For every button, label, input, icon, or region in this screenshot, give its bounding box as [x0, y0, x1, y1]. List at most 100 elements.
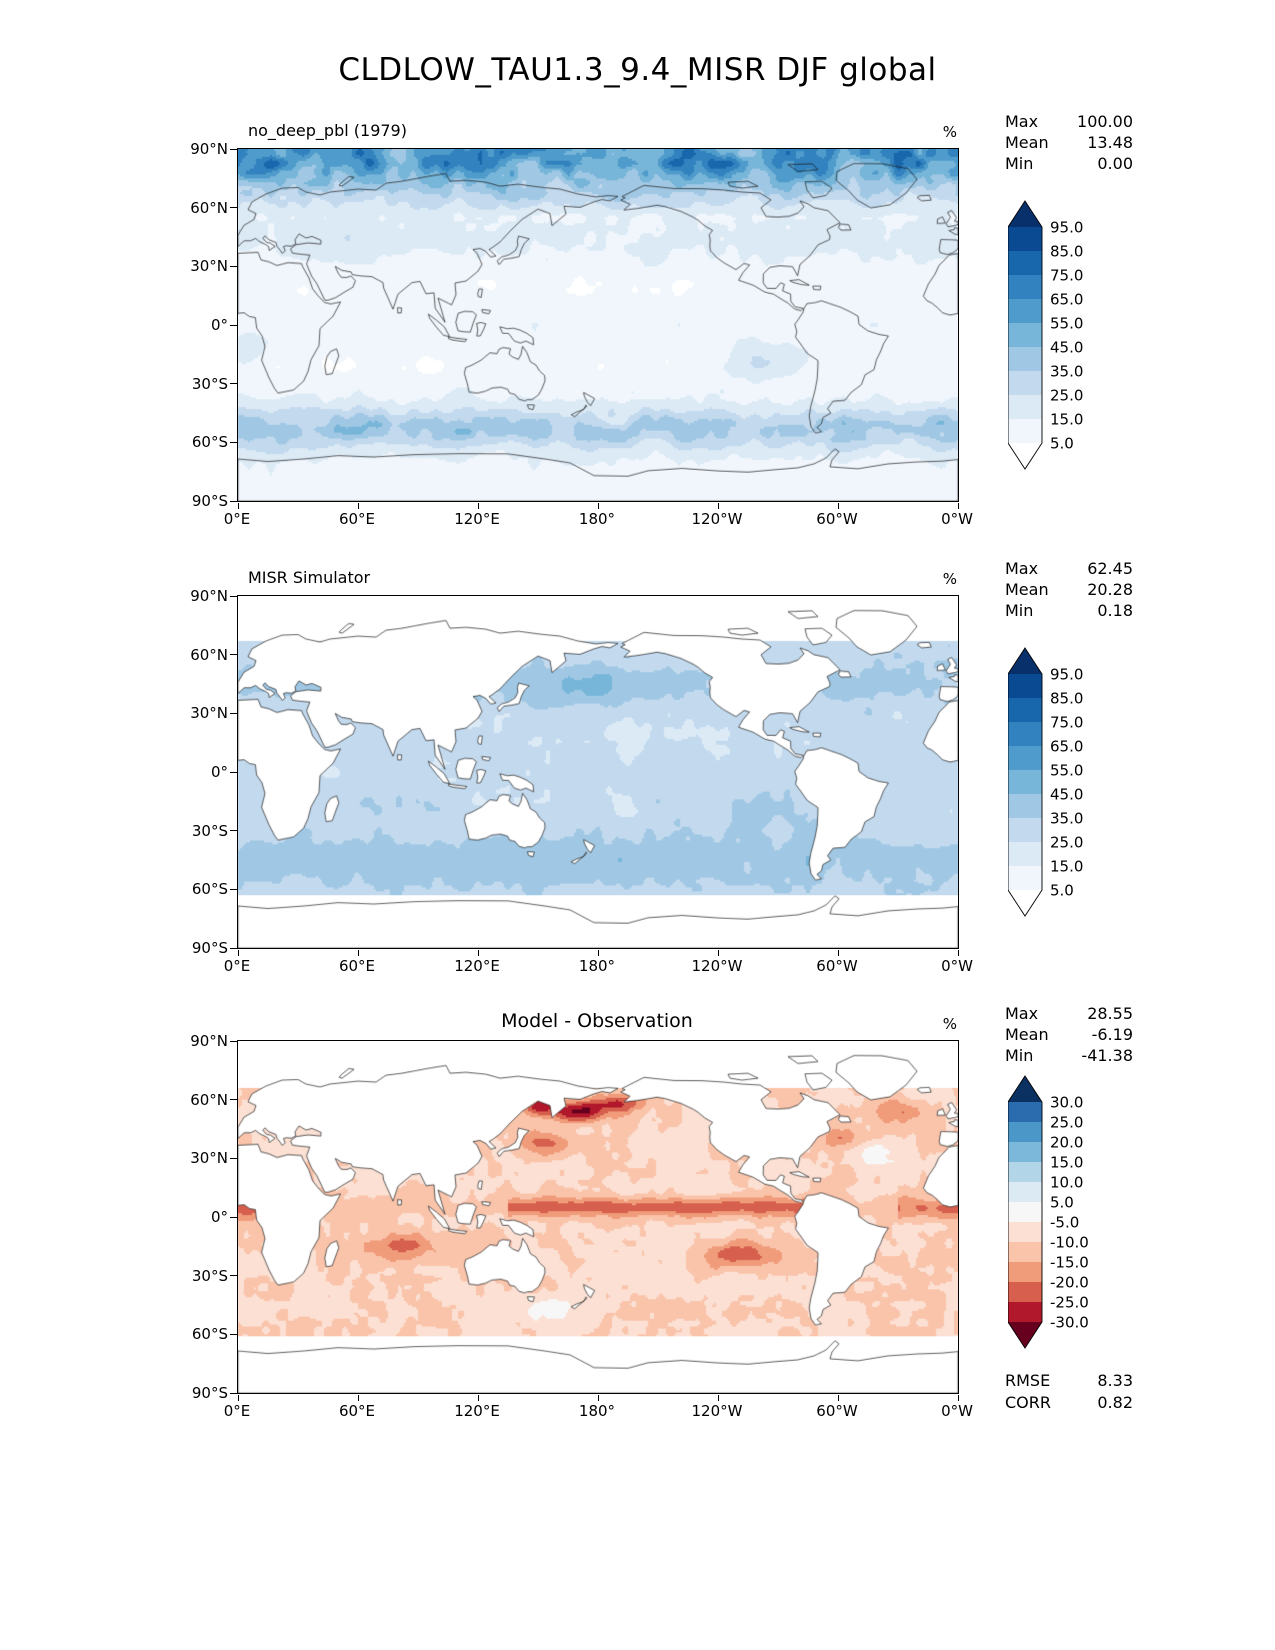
colorbar-tick-label: 15.0	[1050, 858, 1083, 876]
colorbar-tick-label: 75.0	[1050, 267, 1083, 285]
stat-label: Mean	[1005, 580, 1049, 599]
colorbar-tick-label: -5.0	[1050, 1214, 1079, 1232]
stat-value: 20.28	[1087, 580, 1133, 599]
y-tick-mark	[230, 888, 237, 891]
x-tick-mark	[237, 949, 239, 956]
x-tick-mark	[957, 1394, 959, 1401]
colorbar-tick-label: 25.0	[1050, 1114, 1083, 1132]
panel-title-model: no_deep_pbl (1979)	[248, 121, 407, 140]
x-tick-label: 60°E	[338, 1402, 376, 1420]
x-tick-mark	[477, 949, 479, 956]
colorbar-tick-label: -10.0	[1050, 1234, 1089, 1252]
colorbar-tick-label: -30.0	[1050, 1314, 1089, 1332]
stat-row: Max 100.00	[1005, 111, 1133, 132]
y-tick-mark	[230, 207, 237, 209]
stat-row: Mean 20.28	[1005, 579, 1133, 600]
map-model	[237, 148, 959, 502]
stat-value: -6.19	[1091, 1025, 1133, 1044]
x-tick-label: 180°	[578, 957, 616, 975]
stat-value: 100.00	[1077, 112, 1133, 131]
x-tick-mark	[237, 1394, 239, 1401]
x-tick-mark	[717, 502, 719, 509]
x-tick-label: 0°W	[941, 1402, 973, 1420]
y-tick-label: 30°S	[191, 374, 228, 393]
map-observation	[237, 595, 959, 949]
unit-label-difference: %	[942, 1015, 957, 1033]
colorbar-tick-label: 65.0	[1050, 738, 1083, 756]
y-tick-label: 90°S	[191, 492, 228, 510]
stat-label: Max	[1005, 112, 1039, 131]
y-tick-label: 60°N	[190, 1090, 228, 1109]
y-tick-label: 90°S	[191, 1384, 228, 1402]
x-tick-label: 120°E	[454, 957, 500, 975]
stat-row: Min 0.00	[1005, 153, 1133, 174]
y-tick-label: 90°N	[190, 140, 228, 158]
panel-title-difference: Model - Observation	[501, 1010, 693, 1032]
colorbar-tick-label: -15.0	[1050, 1254, 1089, 1272]
colorbar-tick-label: 5.0	[1050, 435, 1074, 453]
colorbar-tick-label: 45.0	[1050, 339, 1083, 357]
y-tick-mark	[230, 654, 237, 656]
stat-row: Max 28.55	[1005, 1003, 1133, 1024]
map-canvas-difference	[238, 1041, 958, 1393]
x-tick-mark	[957, 502, 959, 509]
stat-row: Mean 13.48	[1005, 132, 1133, 153]
x-tick-label: 120°E	[454, 510, 500, 528]
y-tick-mark	[230, 324, 237, 326]
x-tick-mark	[597, 1394, 599, 1401]
stat-label: Min	[1005, 154, 1034, 173]
x-tick-label: 120°W	[691, 510, 743, 528]
y-tick-label: 30°N	[190, 1149, 228, 1168]
x-tick-mark	[837, 949, 839, 956]
x-tick-label: 0°W	[941, 510, 973, 528]
x-tick-mark	[597, 949, 599, 956]
stat-label: RMSE	[1005, 1371, 1051, 1390]
x-tick-label: 180°	[578, 1402, 616, 1420]
colorbar-tick-label: 35.0	[1050, 810, 1083, 828]
y-tick-label: 60°S	[191, 1325, 228, 1344]
colorbar-tick-label: 45.0	[1050, 786, 1083, 804]
x-tick-mark	[717, 949, 719, 956]
colorbar-tick-label: 35.0	[1050, 363, 1083, 381]
stat-label: CORR	[1005, 1393, 1051, 1412]
stat-value: 13.48	[1087, 133, 1133, 152]
stat-label: Min	[1005, 1046, 1034, 1065]
colorbar-model: 95.0 85.0 75.0 65.0 55.0 45.0 35.0 25.0 15.0 5.0	[1008, 200, 1083, 470]
x-tick-label: 60°W	[816, 1402, 858, 1420]
x-tick-mark	[477, 502, 479, 509]
y-tick-label: 0°	[210, 1208, 228, 1226]
unit-label-observation: %	[942, 570, 957, 588]
stat-value: 0.00	[1097, 154, 1133, 173]
y-tick-mark	[230, 1040, 237, 1042]
y-tick-mark	[230, 1333, 237, 1336]
y-tick-mark	[230, 500, 237, 502]
x-tick-label: 0°E	[223, 510, 251, 528]
x-tick-mark	[357, 502, 359, 509]
y-tick-label: 0°	[210, 316, 228, 334]
panel-title-observation: MISR Simulator	[248, 568, 371, 587]
y-tick-label: 90°N	[190, 587, 228, 605]
stat-value: 28.55	[1087, 1004, 1133, 1023]
colorbar-tick-label: 95.0	[1050, 219, 1083, 237]
y-tick-label: 60°N	[190, 198, 228, 217]
colorbar-tick-label: 15.0	[1050, 1154, 1083, 1172]
x-tick-mark	[237, 502, 239, 509]
colorbar-tick-label: 85.0	[1050, 243, 1083, 261]
stat-row: Min -41.38	[1005, 1045, 1133, 1066]
colorbar-tick-label: 95.0	[1050, 666, 1083, 684]
x-tick-label: 120°E	[454, 1402, 500, 1420]
y-tick-label: 30°N	[190, 257, 228, 276]
x-tick-label: 60°E	[338, 957, 376, 975]
x-tick-label: 120°W	[691, 1402, 743, 1420]
y-tick-mark	[230, 1275, 237, 1277]
colorbar-tick-label: 15.0	[1050, 411, 1083, 429]
colorbar-tick-label: 25.0	[1050, 834, 1083, 852]
y-tick-label: 60°S	[191, 880, 228, 899]
y-tick-mark	[230, 595, 237, 597]
y-tick-mark	[230, 1216, 237, 1218]
y-tick-label: 30°S	[191, 1266, 228, 1285]
error-stats: RMSE 8.33 CORR 0.82	[1005, 1370, 1133, 1414]
y-tick-label: 0°	[210, 763, 228, 781]
colorbar-tick-label: 5.0	[1050, 882, 1074, 900]
